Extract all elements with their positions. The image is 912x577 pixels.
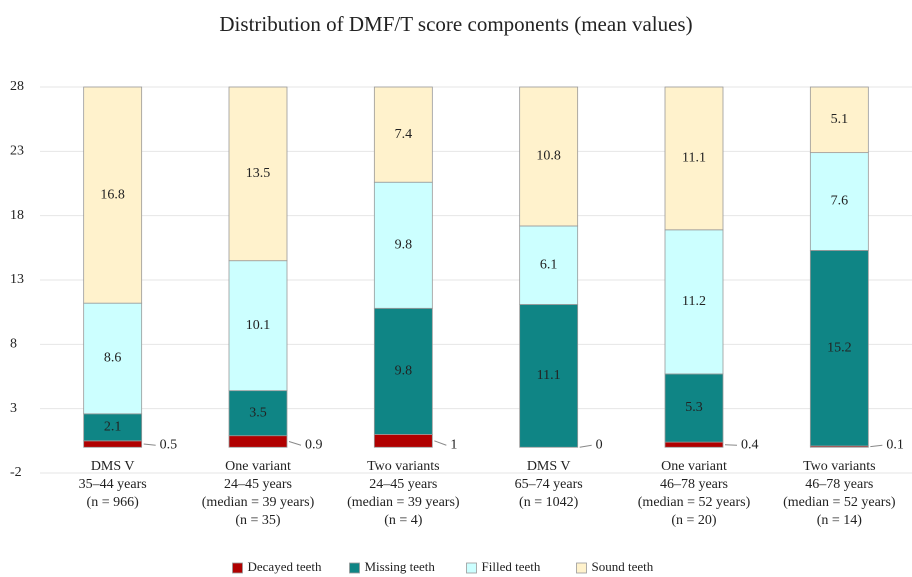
value-label: 15.2 — [827, 340, 852, 355]
bar-segment — [664, 86, 724, 231]
value-label: 11.1 — [537, 368, 561, 383]
x-tick-label: (n = 966) — [87, 495, 140, 510]
value-label: 9.8 — [395, 364, 413, 379]
value-label: 7.4 — [395, 127, 413, 142]
bar-segment — [373, 86, 433, 183]
bar-segment — [228, 390, 288, 437]
value-label: 13.5 — [246, 166, 271, 181]
bar-segment — [83, 440, 143, 448]
value-label: 11.2 — [682, 294, 706, 309]
x-tick-label: (n = 1042) — [519, 495, 579, 510]
bar-segment — [809, 86, 869, 154]
y-tick-label: 18 — [10, 208, 24, 223]
value-label: 0.4 — [741, 437, 759, 452]
bar-segment — [228, 260, 288, 392]
y-tick-label: 3 — [10, 401, 17, 416]
y-tick-label: 8 — [10, 337, 17, 352]
leader-line — [288, 440, 302, 446]
value-label: 5.3 — [685, 400, 703, 415]
y-tick-label: -2 — [10, 465, 22, 480]
legend-label: Filled teeth — [482, 559, 541, 574]
bar-segment — [664, 229, 724, 375]
value-label: 10.1 — [246, 318, 271, 333]
value-label: 0.5 — [160, 437, 178, 452]
bar-segment — [519, 225, 579, 305]
x-tick-label: DMS V — [527, 459, 571, 474]
leader-line — [434, 440, 447, 446]
value-label: 9.8 — [395, 237, 413, 252]
x-tick-label: One variant — [661, 459, 727, 474]
x-tick-label: 46–78 years — [660, 477, 728, 492]
legend-label: Missing teeth — [365, 559, 436, 574]
x-tick-label: 65–74 years — [515, 477, 583, 492]
legend-label: Sound teeth — [592, 559, 654, 574]
bar-segment — [519, 86, 579, 227]
leader-line — [724, 444, 738, 446]
x-tick-label: One variant — [225, 459, 291, 474]
bar-segment — [809, 250, 869, 447]
bar-segment — [664, 441, 724, 448]
value-label: 10.8 — [536, 149, 561, 164]
value-label: 1 — [450, 437, 457, 452]
x-tick-label: (median = 39 years) — [347, 495, 460, 510]
legend-swatch — [576, 562, 587, 574]
bar-segment — [373, 307, 433, 435]
bar-segment — [83, 86, 143, 304]
bar-segment — [228, 435, 288, 448]
x-tick-label: 35–44 years — [79, 477, 147, 492]
bar-segment — [83, 413, 143, 442]
x-tick-label: (n = 20) — [671, 513, 717, 528]
x-tick-label: DMS V — [91, 459, 135, 474]
x-tick-label: (median = 39 years) — [202, 495, 315, 510]
x-tick-label: (n = 14) — [817, 513, 863, 528]
bar-segment — [809, 152, 869, 251]
leader-line — [143, 443, 156, 446]
leader-line — [870, 444, 883, 448]
value-label: 0.9 — [305, 437, 323, 452]
y-tick-label: 23 — [10, 144, 24, 159]
y-tick-label: 13 — [10, 272, 24, 287]
bar-segment — [373, 433, 433, 448]
legend-swatch — [349, 562, 360, 574]
legend-swatch — [232, 562, 243, 574]
value-label: 0 — [596, 437, 603, 452]
value-label: 11.1 — [682, 151, 706, 166]
x-tick-label: 24–45 years — [224, 477, 292, 492]
legend-label: Decayed teeth — [248, 559, 322, 574]
x-tick-label: Two variants — [367, 459, 440, 474]
chart-title: Distribution of DMF/T score components (… — [219, 12, 692, 36]
leader-line — [579, 444, 592, 448]
y-tick-label: 28 — [10, 79, 24, 94]
bar-segment — [83, 302, 143, 415]
bar-segment — [373, 181, 433, 309]
legend-swatch — [466, 562, 477, 574]
bar-segment — [519, 304, 579, 448]
value-label: 16.8 — [100, 187, 125, 202]
x-tick-label: (n = 4) — [384, 513, 423, 528]
value-label: 0.1 — [886, 437, 904, 452]
bar-segment — [664, 373, 724, 443]
x-tick-label: (n = 35) — [235, 513, 281, 528]
value-label: 5.1 — [831, 112, 849, 127]
x-tick-label: (median = 52 years) — [638, 495, 751, 510]
x-tick-label: (median = 52 years) — [783, 495, 896, 510]
x-tick-label: Two variants — [803, 459, 876, 474]
bar-segment — [228, 86, 288, 262]
value-label: 7.6 — [831, 194, 849, 209]
value-label: 3.5 — [249, 405, 267, 420]
x-tick-label: 24–45 years — [369, 477, 437, 492]
value-label: 6.1 — [540, 257, 558, 272]
value-label: 2.1 — [104, 420, 122, 435]
value-label: 8.6 — [104, 351, 122, 366]
x-tick-label: 46–78 years — [805, 477, 873, 492]
